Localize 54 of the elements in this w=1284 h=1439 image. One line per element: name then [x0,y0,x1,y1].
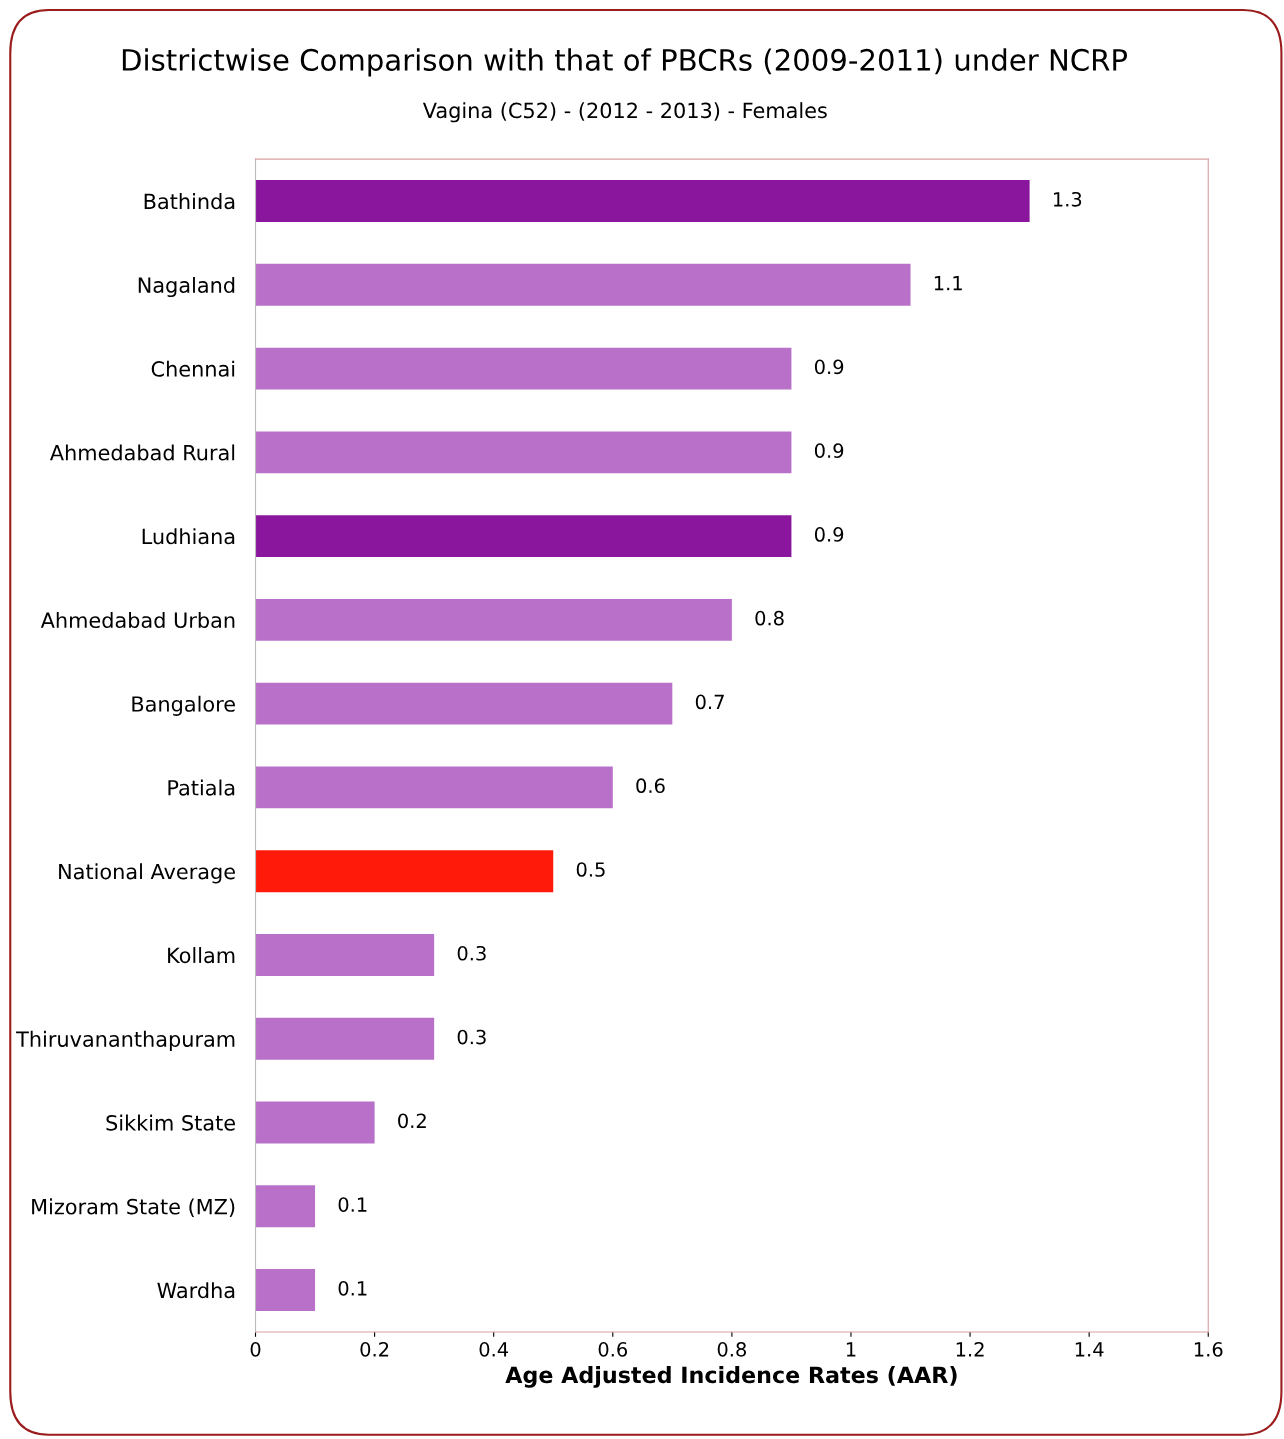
x-tick-label: 0.4 [479,1342,509,1357]
y-tick-label: Sikkim State [106,1114,235,1131]
y-tick-label: Kollam [168,947,235,964]
y-tick-label: Mizoram State (MZ) [32,1198,235,1217]
chart-subtitle: Vagina (C52) - (2012 - 2013) - Females [422,102,827,123]
bar [255,850,554,893]
bar [255,1017,435,1060]
bar [255,263,911,306]
data-label: 0.3 [457,945,486,961]
x-tick-label: 1.4 [1075,1342,1104,1357]
y-tick-label: Thiruvananthapuram [16,1030,235,1051]
bar [255,180,1030,222]
data-label: 0.8 [755,610,784,626]
data-label: 0.1 [338,1280,367,1296]
bar [255,598,732,641]
x-tick-label: 1.6 [1194,1342,1223,1357]
data-label: 1.3 [1053,191,1082,207]
bar [255,515,792,558]
data-label: 0.5 [576,862,605,877]
y-tick-label: National Average [59,863,235,884]
bar [255,1185,316,1228]
x-tick-label: 1.2 [956,1342,984,1357]
bar [255,934,435,976]
data-label: 0.9 [814,359,844,375]
y-tick-label: Patiala [168,779,235,796]
x-tick-label: 0 [250,1342,261,1357]
y-tick-label: Ahmedabad Urban [40,611,235,629]
data-label: 0.6 [636,778,665,794]
x-tick-label: 0.6 [598,1342,628,1357]
bar [255,1269,316,1311]
y-tick-label: Ludhiana [142,528,235,545]
data-label: 0.2 [398,1113,426,1129]
chart-title: Districtwise Comparison with that of PBCRs (2009-2011) under NCRP [122,48,1128,77]
data-label: 0.1 [338,1197,367,1212]
x-axis-title: Age Adjusted Incidence Rates (AAR) [505,1366,957,1388]
x-tick-label: 1 [846,1342,856,1357]
x-tick-label: 0.2 [360,1342,389,1357]
y-tick-label: Wardha [157,1282,235,1299]
y-tick-label: Bangalore [132,695,235,716]
y-tick-label: Chennai [151,360,235,377]
y-tick-label: Nagaland [138,276,235,298]
data-label: 0.9 [814,443,844,458]
data-label: 1.1 [934,276,962,291]
data-label: 0.3 [457,1029,486,1045]
data-label: 0.7 [695,694,724,710]
bar [255,766,613,809]
bar [255,347,792,390]
data-label: 0.9 [814,527,844,542]
y-tick-label: Bathinda [144,193,235,210]
y-tick-label: Ahmedabad Rural [49,444,235,461]
bar [255,682,673,725]
x-tick-label: 0.8 [717,1342,747,1357]
bar [255,431,792,474]
bar [255,1101,375,1144]
